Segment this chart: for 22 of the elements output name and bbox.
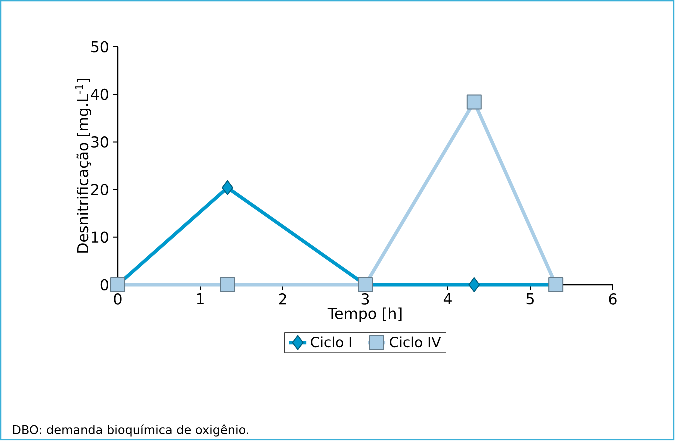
y-tick-label: 30	[92, 136, 108, 148]
x-tick-label: 6	[609, 294, 617, 305]
point	[220, 277, 236, 292]
x-tick-label: 4	[444, 294, 452, 304]
x-tick-label: 3	[362, 294, 370, 305]
x-tick-label: 1	[197, 294, 204, 304]
x-tick-label: 2	[279, 294, 286, 305]
y-tick-label: 10	[92, 232, 108, 244]
x-axis-title: Tempo [h]	[328, 308, 402, 322]
point	[468, 277, 480, 292]
x-tick-label: 0	[114, 294, 122, 305]
y-tick-label: 20	[91, 184, 108, 196]
y-tick-label: 40	[91, 88, 108, 100]
y-tick-label: 50	[92, 41, 108, 53]
y-tick-label: 0	[100, 279, 108, 291]
legend-label: Ciclo I	[311, 336, 352, 348]
y-axis-title: Desnitrificação [mg.L$^{-1}$]	[76, 78, 92, 253]
point	[222, 180, 234, 196]
legend-label: Ciclo IV	[390, 336, 442, 348]
x-tick-label: 5	[526, 294, 534, 305]
text: DBO: demanda bioquímica de oxigênio.	[13, 424, 248, 437]
point	[466, 94, 482, 110]
